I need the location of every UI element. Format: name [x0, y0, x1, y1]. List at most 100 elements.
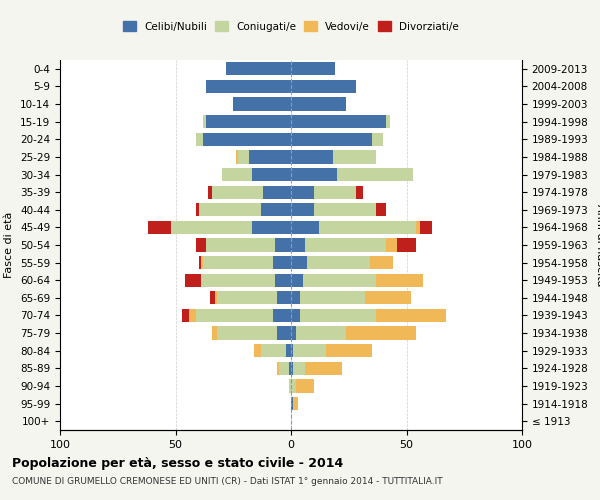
Bar	[199, 203, 261, 216]
Bar	[272, 256, 291, 269]
Bar	[203, 115, 206, 128]
Bar	[416, 221, 421, 234]
Bar	[277, 291, 291, 304]
Bar	[291, 309, 300, 322]
Bar	[291, 186, 314, 198]
Bar	[263, 186, 291, 198]
Bar	[199, 256, 201, 269]
Bar	[314, 203, 376, 216]
Bar	[212, 326, 217, 340]
Legend: Celibi/Nubili, Coniugati/e, Vedovi/e, Divorziati/e: Celibi/Nubili, Coniugati/e, Vedovi/e, Di…	[119, 17, 463, 36]
Bar	[215, 291, 217, 304]
Bar	[307, 256, 370, 269]
Bar	[254, 344, 261, 358]
Bar	[275, 274, 291, 287]
Bar	[291, 380, 296, 392]
Bar	[222, 168, 252, 181]
Bar	[252, 221, 291, 234]
Bar	[372, 132, 383, 146]
Bar	[196, 309, 272, 322]
Bar	[261, 344, 286, 358]
Text: Popolazione per età, sesso e stato civile - 2014: Popolazione per età, sesso e stato civil…	[12, 458, 343, 470]
Bar	[386, 115, 391, 128]
Bar	[185, 274, 201, 287]
Bar	[201, 274, 275, 287]
Bar	[291, 291, 300, 304]
Bar	[238, 150, 250, 164]
Bar	[421, 221, 432, 234]
Bar	[190, 309, 196, 322]
Bar	[277, 326, 291, 340]
Bar	[365, 291, 411, 304]
Bar	[291, 344, 293, 358]
Bar	[376, 309, 446, 322]
Bar	[293, 344, 326, 358]
Bar	[236, 150, 238, 164]
Bar	[291, 238, 305, 252]
Bar	[203, 256, 272, 269]
Bar	[291, 132, 372, 146]
Bar	[289, 362, 291, 375]
Bar	[300, 291, 365, 304]
Bar	[252, 168, 291, 181]
Bar	[332, 150, 376, 164]
Bar	[196, 203, 199, 216]
Bar	[226, 62, 291, 76]
Bar	[196, 132, 203, 146]
Bar	[201, 256, 203, 269]
Bar	[356, 186, 362, 198]
Bar	[280, 362, 289, 375]
Bar	[289, 380, 291, 392]
Bar	[291, 80, 356, 93]
Bar	[206, 238, 275, 252]
Bar	[171, 221, 252, 234]
Bar	[291, 168, 337, 181]
Bar	[326, 344, 372, 358]
Bar	[291, 98, 346, 110]
Bar	[300, 309, 376, 322]
Bar	[397, 238, 416, 252]
Bar	[291, 115, 386, 128]
Bar	[293, 397, 298, 410]
Bar	[272, 309, 291, 322]
Bar	[206, 80, 291, 93]
Bar	[291, 362, 293, 375]
Bar	[291, 203, 314, 216]
Bar	[376, 203, 386, 216]
Y-axis label: Fasce di età: Fasce di età	[4, 212, 14, 278]
Bar	[296, 326, 346, 340]
Bar	[291, 150, 332, 164]
Bar	[291, 397, 293, 410]
Bar	[233, 98, 291, 110]
Bar	[305, 362, 342, 375]
Bar	[370, 256, 392, 269]
Bar	[210, 291, 215, 304]
Bar	[208, 186, 212, 198]
Bar	[376, 274, 422, 287]
Bar	[196, 238, 206, 252]
Text: COMUNE DI GRUMELLO CREMONESE ED UNITI (CR) - Dati ISTAT 1° gennaio 2014 - TUTTIT: COMUNE DI GRUMELLO CREMONESE ED UNITI (C…	[12, 478, 443, 486]
Bar	[291, 274, 302, 287]
Bar	[386, 238, 397, 252]
Bar	[319, 221, 416, 234]
Bar	[291, 256, 307, 269]
Bar	[293, 362, 305, 375]
Bar	[250, 150, 291, 164]
Bar	[291, 62, 335, 76]
Bar	[206, 115, 291, 128]
Bar	[346, 326, 416, 340]
Y-axis label: Anni di nascita: Anni di nascita	[595, 204, 600, 286]
Bar	[261, 203, 291, 216]
Bar	[203, 132, 291, 146]
Bar	[305, 238, 386, 252]
Bar	[291, 221, 319, 234]
Bar	[302, 274, 376, 287]
Bar	[212, 186, 263, 198]
Bar	[217, 326, 277, 340]
Bar	[217, 291, 277, 304]
Bar	[182, 309, 190, 322]
Bar	[314, 186, 356, 198]
Bar	[277, 362, 280, 375]
Bar	[286, 344, 291, 358]
Bar	[296, 380, 314, 392]
